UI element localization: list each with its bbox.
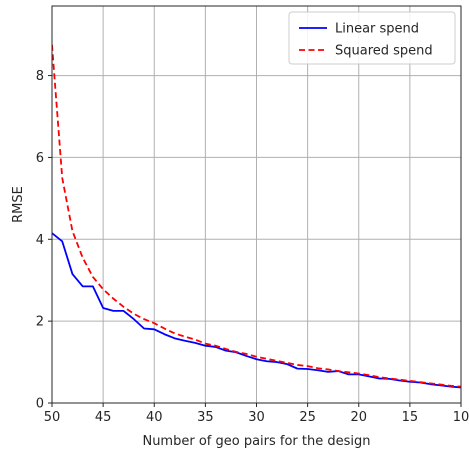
legend: Linear spend Squared spend [288, 11, 456, 65]
axis-ticks: 50 45 40 35 30 25 20 15 10 0 2 4 6 8 [36, 69, 469, 425]
x-tick-label-15: 15 [402, 410, 419, 425]
x-tick-label-25: 25 [299, 410, 316, 425]
x-tick-label-40: 40 [146, 410, 163, 425]
y-tick-label-2: 2 [36, 315, 44, 330]
x-tick-label-10: 10 [453, 410, 469, 425]
x-axis-label: Number of geo pairs for the design [142, 434, 370, 449]
x-tick-label-20: 20 [350, 410, 367, 425]
legend-box [288, 11, 456, 65]
y-tick-label-6: 6 [36, 151, 44, 166]
legend-label-squared-spend: Squared spend [335, 44, 433, 59]
y-tick-label-8: 8 [36, 69, 44, 84]
legend-label-linear-spend: Linear spend [335, 22, 419, 37]
series-line-squared-spend [52, 44, 461, 388]
grid [51, 6, 462, 404]
x-tick-label-35: 35 [197, 410, 214, 425]
x-tick-label-50: 50 [44, 410, 61, 425]
y-tick-label-4: 4 [36, 233, 44, 248]
y-axis-label: RMSE [11, 186, 26, 223]
y-tick-label-0: 0 [36, 397, 44, 412]
x-tick-label-45: 45 [95, 410, 112, 425]
series-lines [52, 44, 461, 389]
x-tick-label-30: 30 [248, 410, 265, 425]
